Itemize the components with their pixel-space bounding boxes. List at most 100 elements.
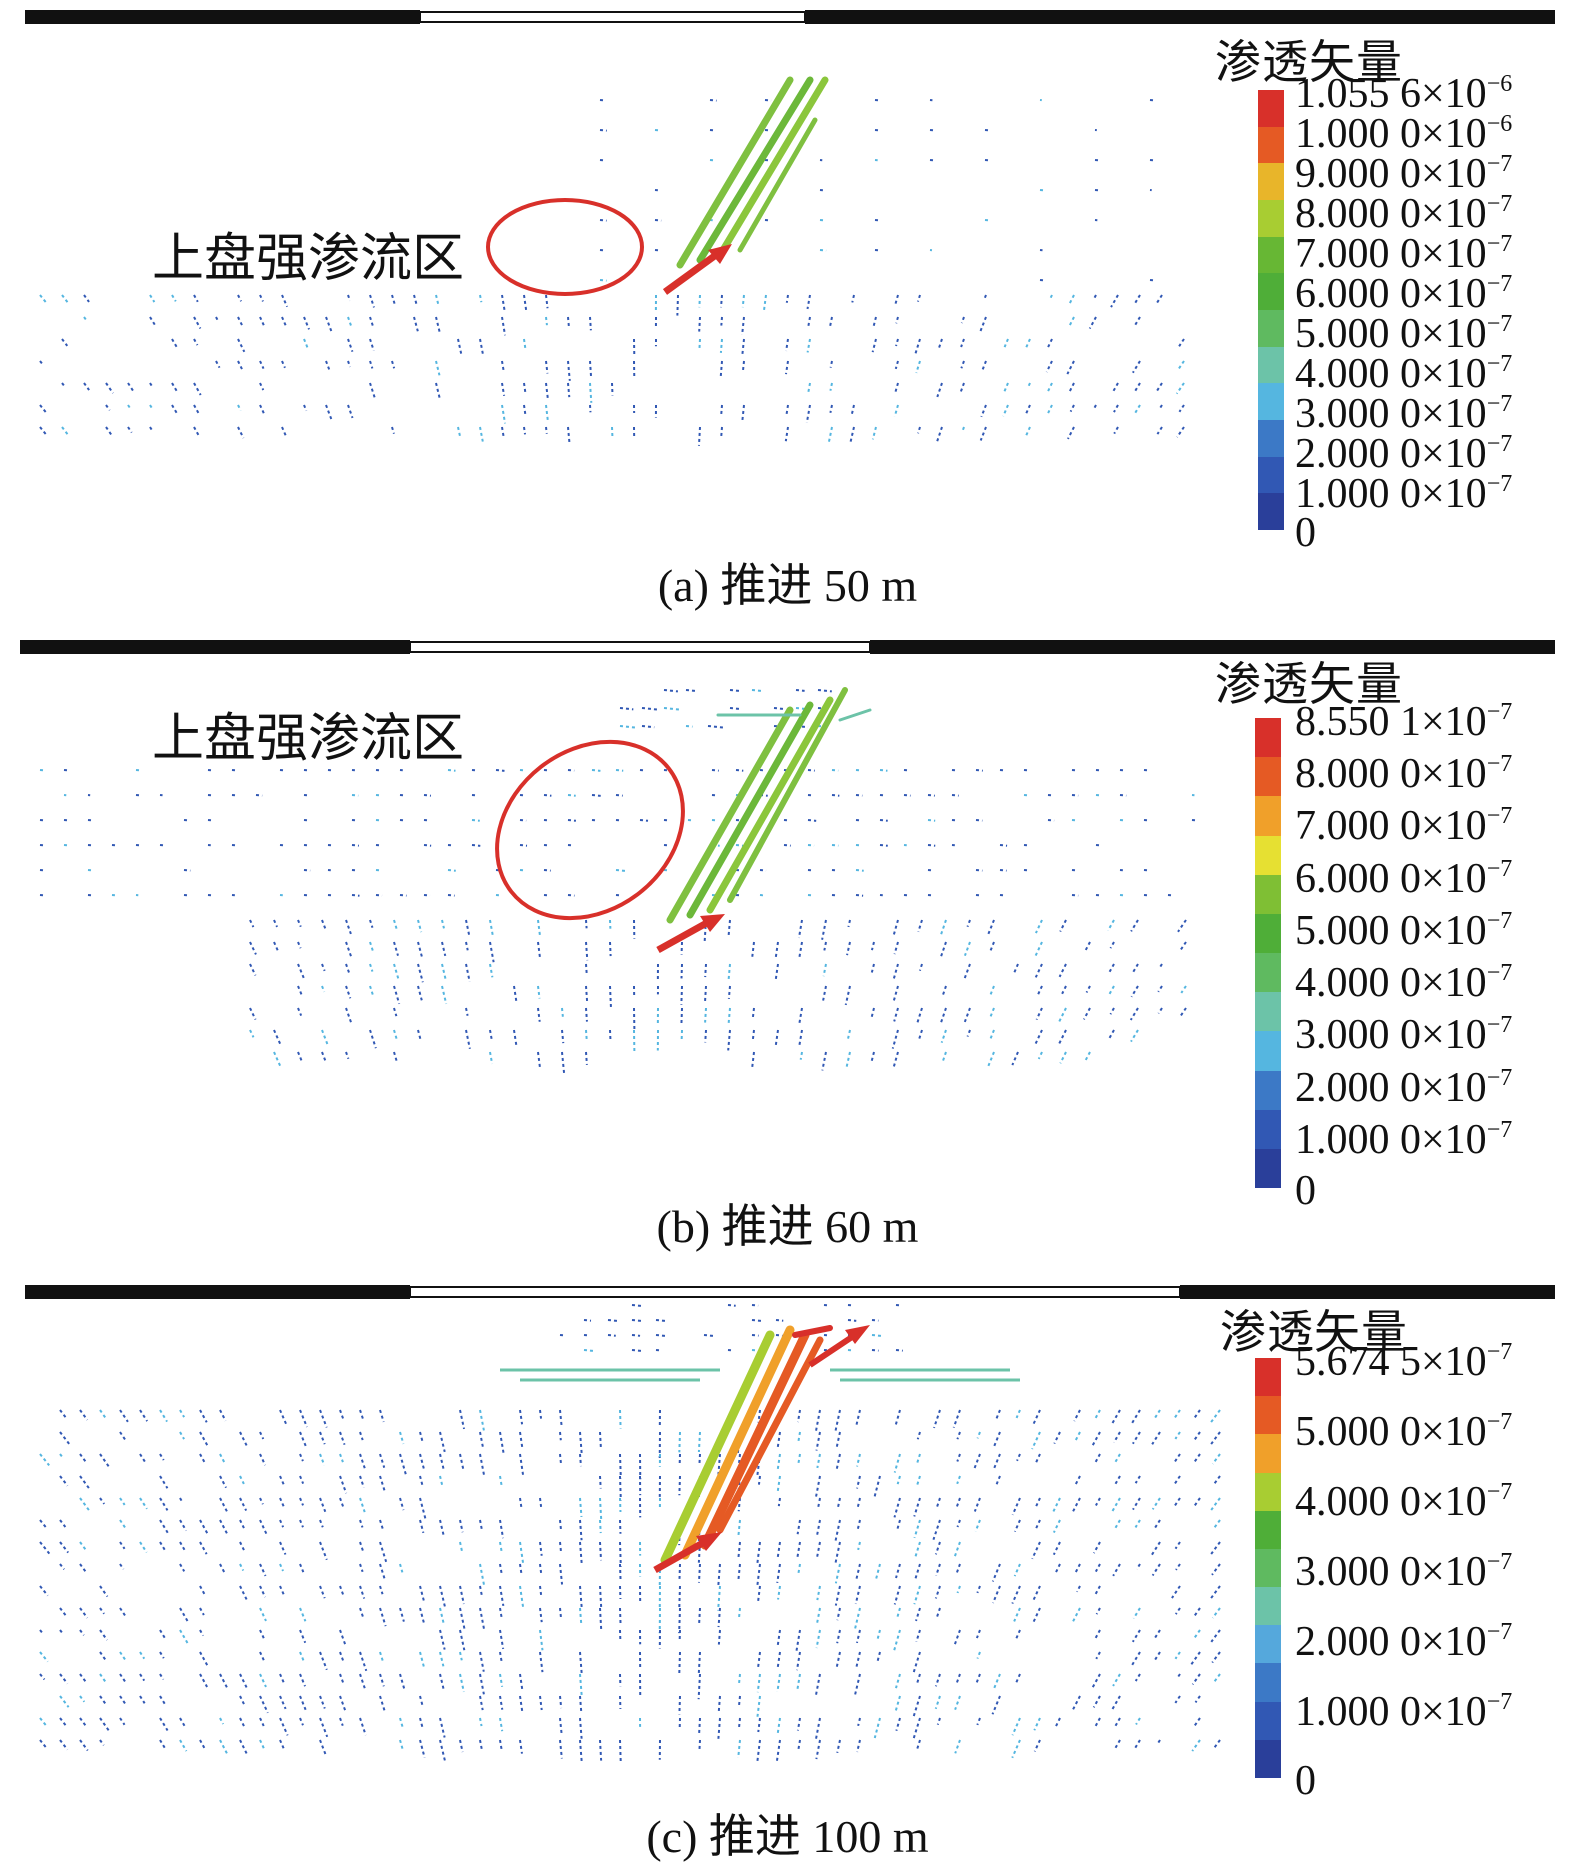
seepage-vector (568, 383, 569, 397)
seepage-vector (200, 1608, 204, 1615)
seepage-vector (1072, 795, 1078, 796)
seepage-vector (758, 1674, 760, 1692)
seepage-vector (440, 1476, 442, 1486)
seepage-vector (520, 1454, 523, 1477)
seepage-vector (710, 160, 715, 161)
seepage-vector (679, 1608, 680, 1633)
seepage-vector (1000, 870, 1007, 871)
seepage-vector (568, 770, 574, 771)
seepage-vector (80, 1608, 87, 1618)
seepage-vector (520, 1410, 522, 1424)
seepage-vector (1157, 427, 1162, 434)
seepage-vector (216, 361, 220, 368)
seepage-vector (776, 1030, 778, 1046)
seepage-vector (180, 1564, 184, 1571)
seepage-vector (942, 986, 946, 996)
seepage-vector (400, 1608, 404, 1622)
seepage-vector (608, 1335, 616, 1336)
seepage-vector (858, 1542, 860, 1550)
seepage-vector (460, 1674, 464, 1692)
seepage-vector (260, 1740, 265, 1750)
seepage-vector (260, 295, 263, 301)
seepage-vector (1016, 1630, 1020, 1639)
seepage-vector (642, 726, 654, 727)
seepage-vector (260, 1696, 268, 1713)
seepage-vector (200, 1630, 203, 1636)
seepage-vector (370, 317, 374, 328)
seepage-vector (260, 1674, 266, 1687)
seepage-vector (238, 361, 242, 370)
seepage-vector (260, 405, 265, 416)
legend-swatch (1258, 163, 1284, 200)
seepage-vector (642, 708, 657, 710)
legend-label: 4.000 0×10−7 (1295, 352, 1512, 395)
seepage-vector (80, 1410, 87, 1420)
seepage-vector (180, 1608, 189, 1623)
seepage-vector (918, 920, 922, 932)
seepage-vector (1047, 339, 1052, 350)
seepage-vector (736, 770, 743, 771)
seepage-vector (84, 383, 89, 390)
legend-label: 2.000 0×10−7 (1295, 432, 1512, 475)
seepage-vector (420, 1476, 423, 1486)
seepage-vector (380, 1542, 386, 1562)
seepage-vector (977, 1652, 980, 1659)
seepage-vector (500, 1520, 503, 1538)
seepage-vector (460, 1454, 463, 1470)
seepage-vector (1047, 405, 1052, 414)
seepage-vector (282, 361, 285, 368)
seepage-vector (1032, 1432, 1040, 1449)
seepage-vector (1073, 1696, 1080, 1710)
seepage-vector (106, 427, 112, 436)
seepage-vector (736, 845, 743, 846)
seepage-vector (340, 1454, 343, 1462)
seepage-vector (816, 1476, 820, 1497)
seepage-vector (420, 1586, 424, 1600)
seepage-vector (326, 317, 332, 332)
seepage-vector (420, 1740, 425, 1758)
seepage-vector (1110, 1008, 1114, 1014)
seepage-vector (160, 1718, 168, 1730)
seepage-vector (240, 1586, 247, 1601)
seepage-vector (830, 383, 832, 391)
seepage-vector (500, 1608, 502, 1617)
seepage-vector (777, 1564, 780, 1583)
seepage-vector (679, 1476, 680, 1495)
seepage-vector (320, 1652, 327, 1670)
seepage-vector (1114, 427, 1118, 434)
seepage-vector (1067, 361, 1074, 374)
seepage-vector (480, 1564, 484, 1587)
seepage-vector (608, 1320, 619, 1321)
seepage-vector (380, 1410, 384, 1422)
seepage-vector (832, 770, 838, 771)
seepage-vector (418, 920, 421, 932)
seepage-vector (817, 1454, 820, 1468)
seepage-vector (60, 1630, 63, 1635)
seepage-vector (128, 427, 132, 433)
seepage-vector (418, 942, 423, 959)
seepage-vector (340, 1586, 344, 1597)
seepage-vector (80, 1630, 84, 1635)
seepage-vector (917, 1740, 920, 1749)
seepage-vector (1176, 1542, 1180, 1549)
seepage-vector (346, 964, 350, 974)
seepage-vector (160, 1476, 167, 1488)
seepage-vector (1213, 1476, 1220, 1485)
legend-label: 1.000 0×10−6 (1295, 112, 1512, 155)
seepage-vector (1175, 1410, 1180, 1418)
seepage-vector (120, 1674, 126, 1683)
seepage-vector (895, 1696, 900, 1712)
seepage-vector (320, 1498, 325, 1512)
seepage-vector (1157, 1740, 1160, 1745)
seepage-vector (1086, 942, 1090, 950)
seepage-vector (918, 1008, 922, 1022)
seepage-vector (326, 361, 329, 370)
seepage-vector (1072, 820, 1077, 821)
seepage-vector (936, 1586, 940, 1598)
seepage-vector (466, 964, 470, 982)
seepage-vector (240, 1476, 244, 1484)
seepage-vector (801, 1052, 802, 1060)
seepage-vector (120, 1542, 125, 1549)
seepage-vector (873, 427, 876, 439)
seepage-vector (1177, 383, 1184, 394)
